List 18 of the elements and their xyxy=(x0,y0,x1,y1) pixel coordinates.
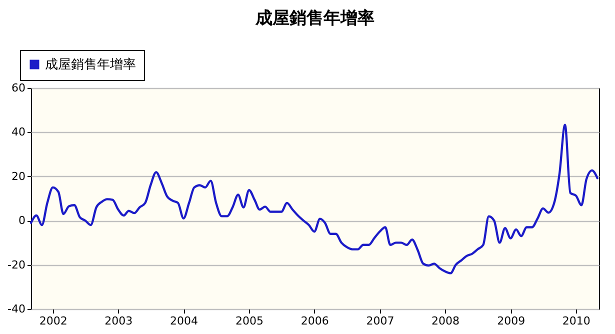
x-tick-label: 2005 xyxy=(236,314,264,328)
chart-title: 成屋銷售年增率 xyxy=(254,8,374,28)
y-tick-label: -20 xyxy=(8,258,26,272)
x-tick-label: 2010 xyxy=(562,314,590,328)
x-tick-label: 2006 xyxy=(300,314,329,328)
x-tick-label: 2003 xyxy=(104,314,133,328)
x-tick-label: 2002 xyxy=(39,314,68,328)
legend-label: 成屋銷售年增率 xyxy=(45,56,136,72)
x-tick-label: 2007 xyxy=(366,314,394,328)
line-series xyxy=(30,124,598,274)
y-tick-label: -40 xyxy=(8,302,26,316)
x-tick-label: 2004 xyxy=(170,314,198,328)
x-tick-label: 2009 xyxy=(497,314,526,328)
x-tick-label: 2008 xyxy=(432,314,460,328)
y-tick-label: 0 xyxy=(18,214,26,228)
y-tick-label: 20 xyxy=(12,170,26,183)
y-tick-label: 40 xyxy=(12,126,26,139)
y-tick-label: 60 xyxy=(12,82,26,94)
